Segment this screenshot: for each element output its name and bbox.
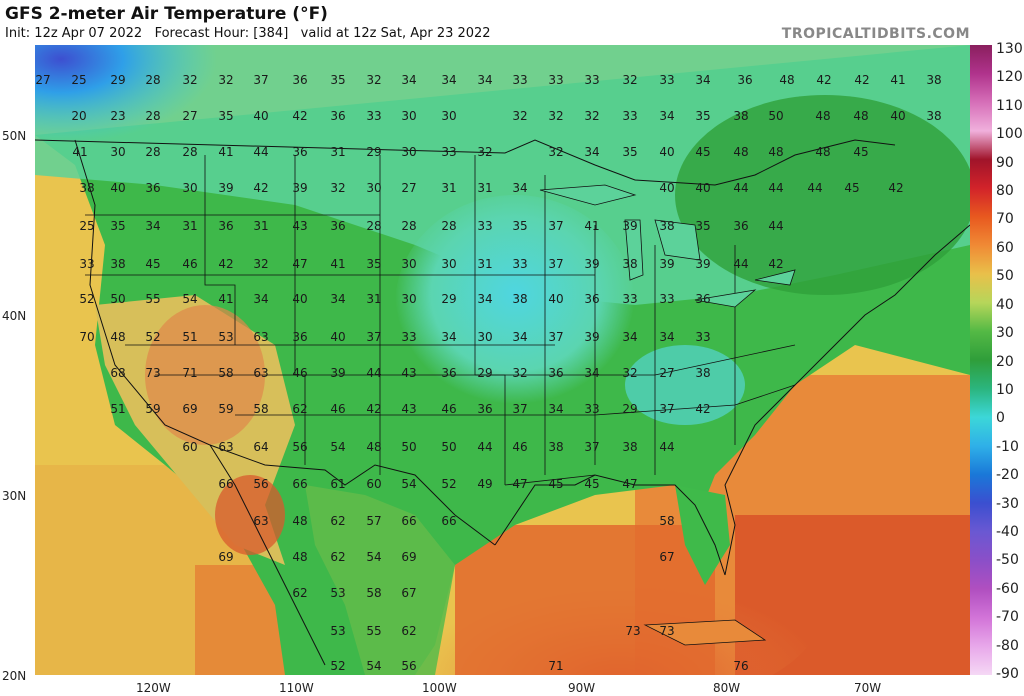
colorbar-tick-label: 60 [996,239,1014,256]
map-subtitle: Init: 12z Apr 07 2022 Forecast Hour: [38… [5,26,491,41]
colorbar-tick-label: 100 [996,126,1023,143]
colorbar-tick-label: -10 [996,438,1019,455]
colorbar-tick-label: 10 [996,381,1014,398]
colorbar-tick-label: 90 [996,154,1014,171]
lon-label: 120W [136,681,171,695]
colorbar-tick-label: -60 [996,580,1019,597]
colorbar-tick-label: 50 [996,268,1014,285]
colorbar-tick-label: 120 [996,69,1023,86]
colorbar-tick-label: 110 [996,97,1023,114]
colorbar-tick-label: -20 [996,467,1019,484]
lon-label: 80W [713,681,741,695]
colorbar-tick-label: -50 [996,552,1019,569]
colorbar-tick-label: -30 [996,495,1019,512]
color-scale-bar [970,45,992,675]
lon-label: 90W [568,681,596,695]
colorbar-tick-label: 20 [996,353,1014,370]
lon-label: 100W [422,681,457,695]
lat-label: 40N [2,309,27,323]
colorbar-tick-label: -80 [996,637,1019,654]
colorbar-tick-label: -70 [996,609,1019,626]
lat-label: 20N [2,669,27,683]
colorbar-tick-label: 130 [996,41,1023,57]
colorbar-tick-label: 30 [996,325,1014,342]
lon-label: 110W [279,681,314,695]
site-credit: TROPICALTIDBITS.COM [781,26,970,42]
colorbar-tick-label: 80 [996,183,1014,200]
lat-label: 30N [2,489,27,503]
colorbar-tick-label: 40 [996,296,1014,313]
lat-label: 50N [2,129,27,143]
map-svg [35,45,970,675]
colorbar-tick-label: -90 [996,666,1019,682]
map-title: GFS 2-meter Air Temperature (°F) [5,4,328,24]
lon-label: 70W [854,681,882,695]
colorbar-tick-label: 70 [996,211,1014,228]
temperature-map [35,45,970,675]
colorbar-tick-label: -40 [996,523,1019,540]
colorbar-tick-label: 0 [996,410,1005,427]
